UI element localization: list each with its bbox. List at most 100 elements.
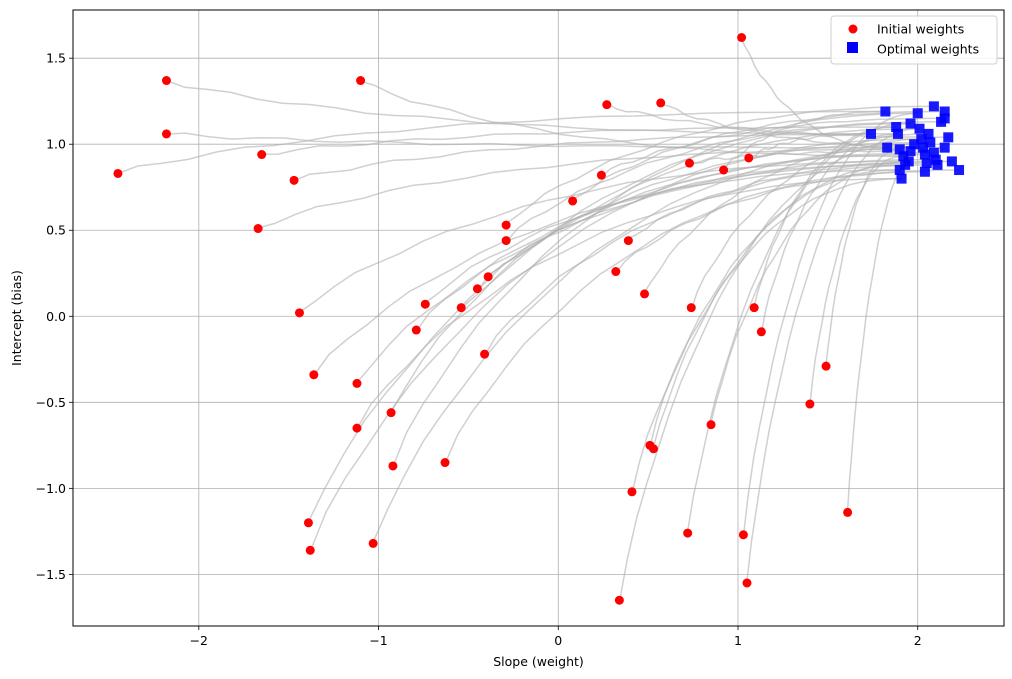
initial-weight-point — [161, 129, 171, 139]
initial-weight-point — [309, 370, 319, 380]
initial-weight-point — [472, 284, 482, 294]
initial-weight-point — [738, 530, 748, 540]
optimal-weight-point — [894, 144, 905, 155]
optimal-weight-point — [918, 142, 929, 153]
optimal-weight-point — [880, 106, 891, 117]
initial-weight-point — [623, 236, 633, 246]
initial-weight-point — [440, 458, 450, 468]
optimal-weight-point — [896, 173, 907, 184]
initial-weight-point — [756, 327, 766, 337]
optimization-path — [809, 155, 904, 407]
optimal-weight-point — [921, 158, 932, 169]
optimization-path — [643, 143, 915, 293]
y-ticks: −1.5 −1.0 −0.5 0.0 0.5 1.0 1.5 — [36, 51, 73, 582]
x-tick-label: 1 — [734, 633, 742, 648]
optimal-weight-point — [925, 137, 936, 148]
optimal-weight-point — [919, 149, 930, 160]
optimal-weight-point — [954, 165, 965, 176]
initial-weight-point — [305, 545, 315, 555]
initial-weight-point — [684, 158, 694, 168]
optimization-path — [117, 110, 886, 175]
optimization-path — [505, 121, 942, 243]
optimal-weight-point — [939, 142, 950, 153]
optimal-weight-point — [891, 122, 902, 133]
initial-weight-point — [614, 595, 624, 605]
y-tick-label: −0.5 — [36, 395, 66, 410]
optimization-path — [652, 164, 906, 447]
optimal-weight-point — [916, 134, 927, 145]
initial-weight-point — [356, 76, 366, 86]
optimization-path — [628, 160, 952, 240]
initial-weight-point — [388, 461, 398, 471]
initial-weight-point — [368, 538, 378, 548]
initial-weight-point — [483, 272, 493, 282]
optimization-path — [390, 122, 911, 413]
initial-weight-point — [640, 289, 650, 299]
plot-area — [73, 10, 1004, 626]
optimal-weight-point — [900, 159, 911, 170]
optimal-weight-point — [923, 128, 934, 139]
initial-weight-point — [352, 378, 362, 388]
initial-weight-point — [737, 33, 747, 43]
initial-weight-point — [456, 303, 466, 313]
optimal-weight-point — [882, 142, 893, 153]
initial-weight-point — [686, 303, 696, 313]
legend: Initial weights Optimal weights — [830, 15, 998, 65]
y-tick-label: 1.0 — [46, 137, 66, 152]
optimal-weight-point — [928, 101, 939, 112]
initial-weight-point — [501, 236, 511, 246]
optimal-weight-point — [928, 147, 939, 158]
optimal-weight-point — [939, 106, 950, 117]
optimization-path — [746, 127, 920, 582]
legend-marker-initial — [848, 24, 858, 34]
initial-weight-point — [719, 165, 729, 175]
y-tick-label: −1.5 — [36, 567, 66, 582]
optimization-path — [742, 112, 918, 537]
y-tick-label: 1.5 — [46, 51, 66, 66]
optimal-weight-point — [909, 139, 920, 150]
initial-weight-point — [113, 168, 123, 178]
initial-weight-point — [253, 224, 263, 234]
optimization-path — [631, 177, 902, 494]
optimization-path — [710, 160, 909, 423]
optimal-weight-point — [946, 156, 957, 167]
initial-weight-point — [501, 220, 511, 230]
optimization-path — [487, 158, 936, 276]
optimization-path — [690, 133, 929, 310]
initial-weight-point — [742, 578, 752, 588]
optimal-weight-point — [943, 132, 954, 143]
x-tick-label: −2 — [190, 633, 208, 648]
optimal-weight-point — [930, 154, 941, 165]
optimal-weight-point — [866, 128, 876, 139]
optimization-path — [483, 164, 938, 357]
initial-weight-point — [257, 150, 267, 160]
y-tick-label: −1.0 — [36, 481, 66, 496]
initial-weight-point — [821, 361, 831, 371]
legend-label-initial: Initial weights — [877, 22, 964, 37]
optimization-path — [825, 148, 900, 365]
optimal-weight-point — [894, 165, 905, 176]
optimal-weights-series — [866, 101, 965, 184]
initial-weight-point — [656, 98, 666, 108]
x-tick-label: 2 — [914, 633, 922, 648]
optimization-path — [722, 110, 886, 173]
initial-weight-point — [706, 420, 716, 430]
optimization-path — [505, 105, 934, 225]
initial-weight-point — [411, 325, 421, 335]
optimal-weight-point — [905, 146, 916, 157]
initial-weight-point — [568, 196, 578, 206]
x-ticks: −2 −1 0 1 2 — [190, 626, 922, 648]
optimization-path — [293, 133, 899, 182]
legend-marker-optimal — [847, 42, 858, 53]
y-tick-label: 0.0 — [46, 309, 66, 324]
optimal-weight-point — [914, 123, 925, 134]
x-tick-label: −1 — [369, 633, 387, 648]
initial-weight-point — [683, 528, 693, 538]
initial-weight-point — [420, 299, 430, 309]
initial-weight-point — [749, 303, 759, 313]
initial-weight-point — [294, 308, 304, 318]
initial-weights-series — [113, 33, 853, 605]
y-axis-label: Intercept (bias) — [9, 270, 24, 366]
initial-weight-point — [289, 175, 299, 185]
optimal-weight-point — [912, 108, 923, 119]
